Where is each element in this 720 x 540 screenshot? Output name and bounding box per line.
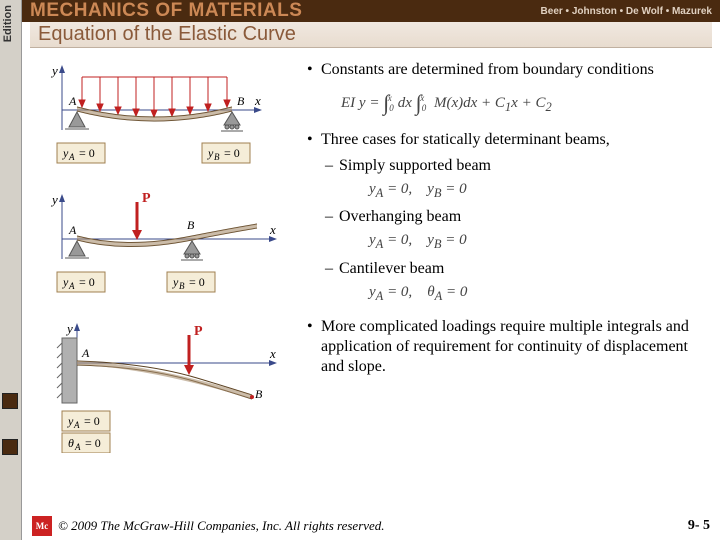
svg-text:θ: θ: [68, 436, 74, 450]
eq-2b: yA = 0, yB = 0: [339, 231, 710, 253]
bullet-2b: Overhanging beam: [339, 208, 461, 225]
book-title: MECHANICS OF MATERIALS: [30, 0, 302, 22]
diagram-overhanging: y x P A B yA= 0 yB= 0: [27, 184, 282, 304]
svg-text:= 0: = 0: [189, 275, 205, 289]
svg-text:y: y: [62, 275, 69, 289]
svg-text:y: y: [207, 146, 214, 160]
bullet-2c: Cantilever beam: [339, 260, 444, 277]
content-area: y x: [22, 50, 720, 510]
svg-text:x: x: [269, 346, 276, 361]
svg-text:A: A: [68, 152, 75, 162]
end-icon[interactable]: [2, 439, 18, 455]
bullet-2: Three cases for statically determinant b…: [321, 131, 610, 148]
nav-icons: [2, 393, 20, 485]
svg-text:y: y: [50, 192, 58, 207]
svg-text:B: B: [187, 218, 195, 232]
svg-text:B: B: [214, 152, 220, 162]
bullet-list: Constants are determined from boundary c…: [307, 60, 710, 389]
bullet-1: Constants are determined from boundary c…: [321, 61, 654, 78]
svg-text:A: A: [68, 223, 77, 237]
eq-2c: yA = 0, θA = 0: [339, 283, 710, 305]
page-number: 9- 5: [688, 518, 710, 534]
svg-text:P: P: [142, 191, 151, 206]
svg-text:B: B: [237, 94, 245, 108]
svg-text:= 0: = 0: [79, 275, 95, 289]
svg-text:A: A: [74, 442, 81, 452]
main-equation: EI y = ∫0xdx ∫0x M(x)dx + C1x + C2: [321, 86, 710, 116]
svg-text:A: A: [68, 94, 77, 108]
diagram-cantilever: y x P A B yA= 0 θA= 0: [27, 313, 282, 453]
header-bar: MECHANICS OF MATERIALS Beer • Johnston •…: [22, 0, 720, 22]
svg-text:y: y: [50, 63, 58, 78]
eq-2a: yA = 0, yB = 0: [339, 180, 710, 202]
bullet-2a: Simply supported beam: [339, 157, 491, 174]
publisher-logo-icon: Mc: [32, 516, 52, 536]
authors: Beer • Johnston • De Wolf • Mazurek: [541, 6, 712, 17]
svg-text:B: B: [255, 387, 263, 401]
svg-text:A: A: [81, 346, 90, 360]
svg-text:y: y: [172, 275, 179, 289]
bullet-3: More complicated loadings require multip…: [321, 318, 689, 375]
svg-text:x: x: [254, 93, 261, 108]
svg-text:= 0: = 0: [84, 414, 100, 428]
svg-text:P: P: [194, 324, 203, 339]
diagram-column: y x: [27, 55, 297, 462]
svg-text:= 0: = 0: [224, 146, 240, 160]
footer: Mc © 2009 The McGraw-Hill Companies, Inc…: [22, 512, 720, 540]
svg-text:= 0: = 0: [79, 146, 95, 160]
svg-text:y: y: [62, 146, 69, 160]
svg-text:= 0: = 0: [85, 436, 101, 450]
slide-title: Equation of the Elastic Curve: [38, 23, 296, 46]
svg-text:B: B: [179, 281, 185, 291]
svg-text:y: y: [67, 414, 74, 428]
edition-label: Edition: [2, 5, 14, 42]
svg-text:A: A: [73, 420, 80, 430]
copyright-text: © 2009 The McGraw-Hill Companies, Inc. A…: [58, 518, 385, 534]
svg-text:y: y: [65, 321, 73, 336]
subtitle-bar: Equation of the Elastic Curve: [30, 22, 712, 48]
diagram-simply-supported: y x: [27, 55, 277, 175]
home-icon[interactable]: [2, 393, 18, 409]
svg-text:A: A: [68, 281, 75, 291]
svg-text:x: x: [269, 222, 276, 237]
